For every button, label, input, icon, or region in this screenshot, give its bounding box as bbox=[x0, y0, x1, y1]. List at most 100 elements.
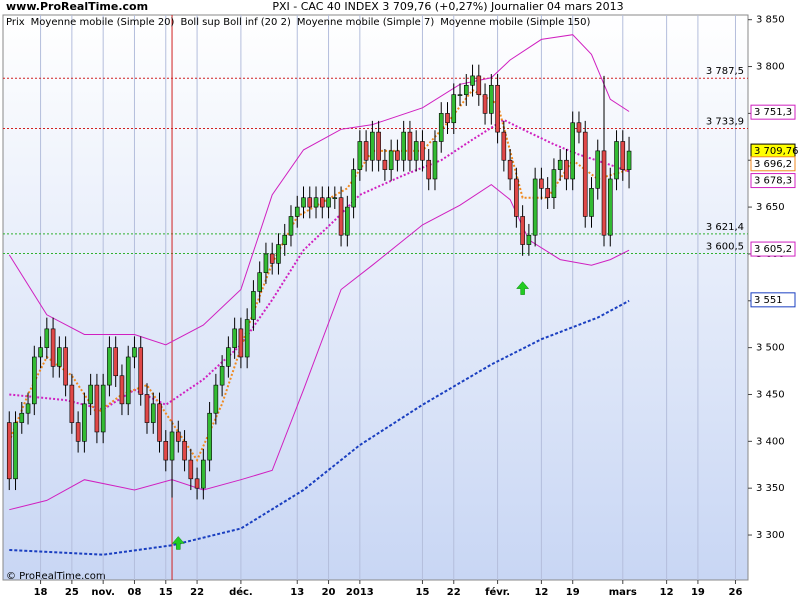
y-tick-label: 3 350 bbox=[756, 483, 785, 494]
candle-body bbox=[482, 94, 488, 114]
candle-body bbox=[69, 384, 75, 423]
candle-body bbox=[307, 197, 313, 208]
candle-body bbox=[576, 122, 582, 133]
candle-body bbox=[301, 197, 306, 208]
y-tick-label: 3 650 bbox=[756, 202, 785, 213]
candle-body bbox=[395, 150, 400, 161]
price-box bbox=[750, 292, 796, 308]
x-tick-label: 26 bbox=[729, 587, 743, 598]
x-tick-label: 20 bbox=[322, 587, 336, 598]
candle-body bbox=[557, 159, 563, 170]
candle-body bbox=[138, 347, 144, 395]
price-label: 3 551 bbox=[754, 295, 783, 306]
candle-body bbox=[413, 141, 419, 161]
candle-body bbox=[614, 141, 619, 180]
candle-body bbox=[607, 178, 613, 236]
price-box bbox=[750, 156, 796, 172]
buy-signal bbox=[516, 281, 530, 295]
candle-body bbox=[75, 422, 81, 442]
legend-entry: Boll sup Boll inf (20 2) bbox=[180, 17, 290, 28]
price-label: 3 751,3 bbox=[754, 107, 792, 118]
candle-body bbox=[88, 384, 93, 405]
candle-body bbox=[232, 328, 237, 348]
candle-body bbox=[520, 216, 525, 245]
candle-body bbox=[351, 169, 356, 208]
y-tick-label: 3 300 bbox=[756, 530, 785, 541]
candle-body bbox=[119, 375, 125, 405]
candle-body bbox=[188, 459, 194, 480]
candle-body bbox=[463, 84, 469, 95]
x-tick-label: 25 bbox=[65, 587, 79, 598]
candle-body bbox=[338, 197, 344, 236]
candle-body bbox=[6, 422, 12, 480]
candle-body bbox=[157, 403, 162, 442]
candle-body bbox=[626, 150, 632, 170]
buy-signal bbox=[171, 536, 185, 550]
candle-body bbox=[19, 412, 25, 423]
x-tick-label: 19 bbox=[691, 587, 705, 598]
reference-label: 3 733,9 bbox=[706, 116, 744, 127]
x-tick-label: nov. bbox=[91, 587, 115, 598]
candle-body bbox=[163, 441, 169, 461]
candle-body bbox=[32, 356, 37, 405]
candle-body bbox=[551, 169, 557, 199]
price-label: 3 605,2 bbox=[754, 244, 792, 255]
copyright: © ProRealTime.com bbox=[6, 571, 106, 582]
candle-body bbox=[13, 422, 18, 480]
price-label: 3 678,3 bbox=[754, 176, 792, 187]
price-box bbox=[750, 241, 796, 257]
candle-body bbox=[564, 159, 569, 180]
candle-body bbox=[282, 234, 288, 245]
legend-entry: Moyenne mobile (Simple 150) bbox=[440, 17, 590, 28]
indicator-line bbox=[9, 299, 630, 556]
candle-body bbox=[257, 272, 262, 292]
candle-body bbox=[226, 347, 231, 367]
candle-body bbox=[407, 131, 413, 161]
candle-body bbox=[382, 159, 388, 170]
x-tick-label: 15 bbox=[159, 587, 173, 598]
candle-body bbox=[376, 131, 381, 161]
candle-body bbox=[582, 131, 588, 217]
candle-body bbox=[107, 347, 112, 386]
candle-body bbox=[132, 347, 137, 358]
site: www.ProRealTime.com bbox=[6, 0, 148, 13]
x-tick-label: mars bbox=[609, 587, 637, 598]
y-tick-label: 3 500 bbox=[756, 343, 785, 354]
candle-body bbox=[319, 197, 325, 208]
x-tick-label: 18 bbox=[34, 587, 48, 598]
candle-body bbox=[150, 403, 156, 423]
x-tick-label: 08 bbox=[128, 587, 142, 598]
candle-body bbox=[100, 384, 106, 433]
y-tick-label: 3 850 bbox=[756, 15, 785, 26]
y-tick-label: 3 800 bbox=[756, 62, 785, 73]
reference-label: 3 787,5 bbox=[706, 66, 744, 77]
candle-body bbox=[207, 412, 212, 461]
candle-body bbox=[263, 253, 269, 273]
candle-body bbox=[38, 347, 43, 358]
candle-body bbox=[432, 141, 438, 180]
reference-label: 3 621,4 bbox=[706, 222, 744, 233]
candle-body bbox=[213, 384, 219, 414]
candle-body bbox=[313, 197, 319, 208]
indicator-line bbox=[9, 183, 630, 511]
candle-body bbox=[476, 75, 482, 95]
candle-body bbox=[44, 328, 50, 348]
x-tick-label: 22 bbox=[447, 587, 461, 598]
candle-body bbox=[495, 84, 500, 133]
candle-body bbox=[288, 216, 294, 236]
candle-body bbox=[169, 431, 175, 461]
x-tick-label: 12 bbox=[534, 587, 548, 598]
candle-body bbox=[420, 141, 425, 161]
candle-body bbox=[25, 403, 31, 414]
candle-body bbox=[445, 113, 450, 124]
candle-body bbox=[182, 441, 187, 461]
candle-body bbox=[526, 234, 532, 245]
candle-body bbox=[238, 328, 244, 358]
price-label: 3 696,2 bbox=[754, 159, 792, 170]
candle-body bbox=[294, 206, 300, 217]
x-tick-label: 15 bbox=[415, 587, 429, 598]
candle-body bbox=[589, 188, 594, 217]
x-tick-label: 12 bbox=[660, 587, 674, 598]
candle-body bbox=[63, 347, 68, 386]
candle-body bbox=[401, 131, 406, 161]
